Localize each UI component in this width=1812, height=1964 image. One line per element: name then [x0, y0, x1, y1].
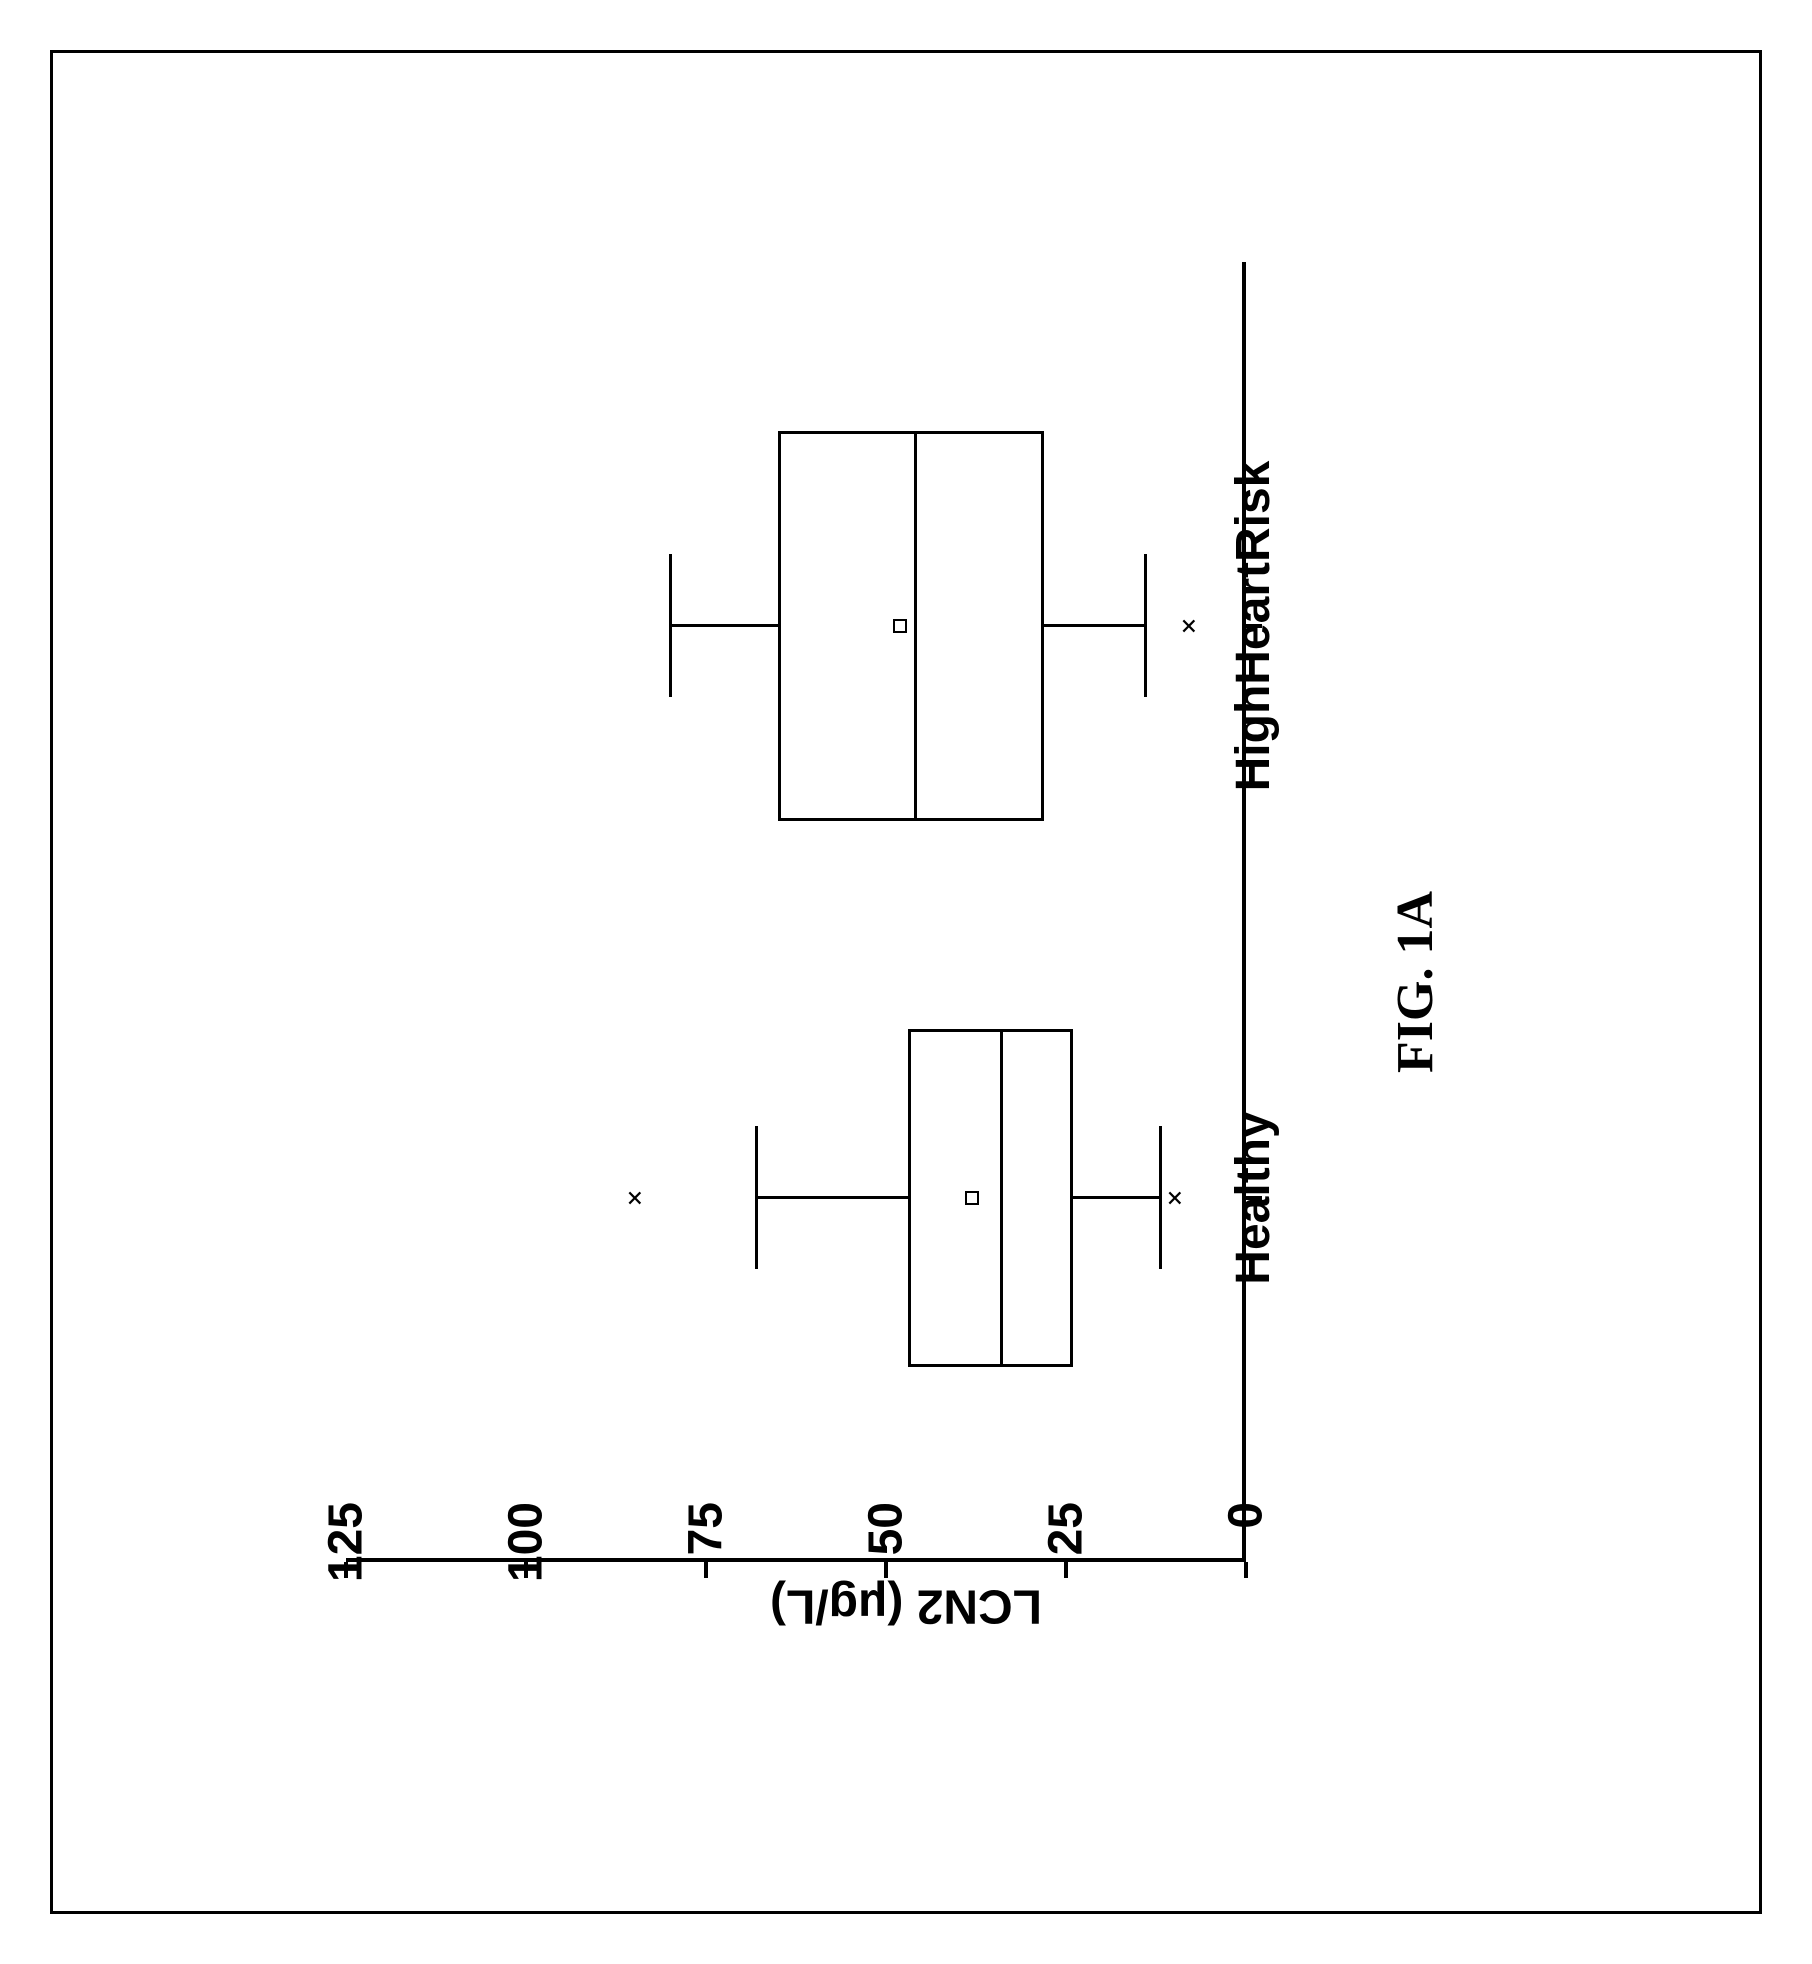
y-axis-line	[346, 1558, 1246, 1562]
boxplot-median	[914, 431, 917, 821]
boxplot-outlier: ×	[1158, 1190, 1191, 1207]
whisker-cap	[669, 555, 672, 698]
boxplot-box	[778, 431, 1044, 821]
y-tick-label: 100	[499, 1502, 554, 1622]
whisker-line	[756, 1196, 907, 1199]
x-tick-label: HighHeartRisk	[1226, 461, 1281, 792]
y-tick-label: 50	[859, 1502, 914, 1622]
boxplot-box	[908, 1029, 1074, 1367]
boxplot-outlier: ×	[618, 1190, 651, 1207]
y-tick-label: 0	[1219, 1502, 1274, 1622]
whisker-line	[1073, 1196, 1159, 1199]
y-tick-label: 25	[1039, 1502, 1094, 1622]
plot-area: × × ×	[346, 262, 1246, 1562]
figure-caption: FIG. 1A	[1386, 891, 1445, 1073]
whisker-line	[1044, 624, 1145, 627]
boxplot-mean-marker	[893, 619, 907, 633]
whisker-cap	[1144, 555, 1147, 698]
whisker-cap	[755, 1127, 758, 1270]
whisker-line	[670, 624, 778, 627]
x-axis-line	[1242, 262, 1246, 1562]
y-tick-label: 125	[319, 1502, 374, 1622]
figure-frame: LCN2 (μg/L) ××× 0255075100125 HealthyHig…	[50, 50, 1762, 1914]
chart-container: LCN2 (μg/L) ××× 0255075100125 HealthyHig…	[306, 182, 1506, 1782]
y-tick-label: 75	[679, 1502, 734, 1622]
boxplot-mean-marker	[965, 1191, 979, 1205]
boxplot-median	[1000, 1029, 1003, 1367]
x-tick-label: Healthy	[1226, 1111, 1281, 1284]
boxplot-outlier: ×	[1172, 618, 1205, 635]
